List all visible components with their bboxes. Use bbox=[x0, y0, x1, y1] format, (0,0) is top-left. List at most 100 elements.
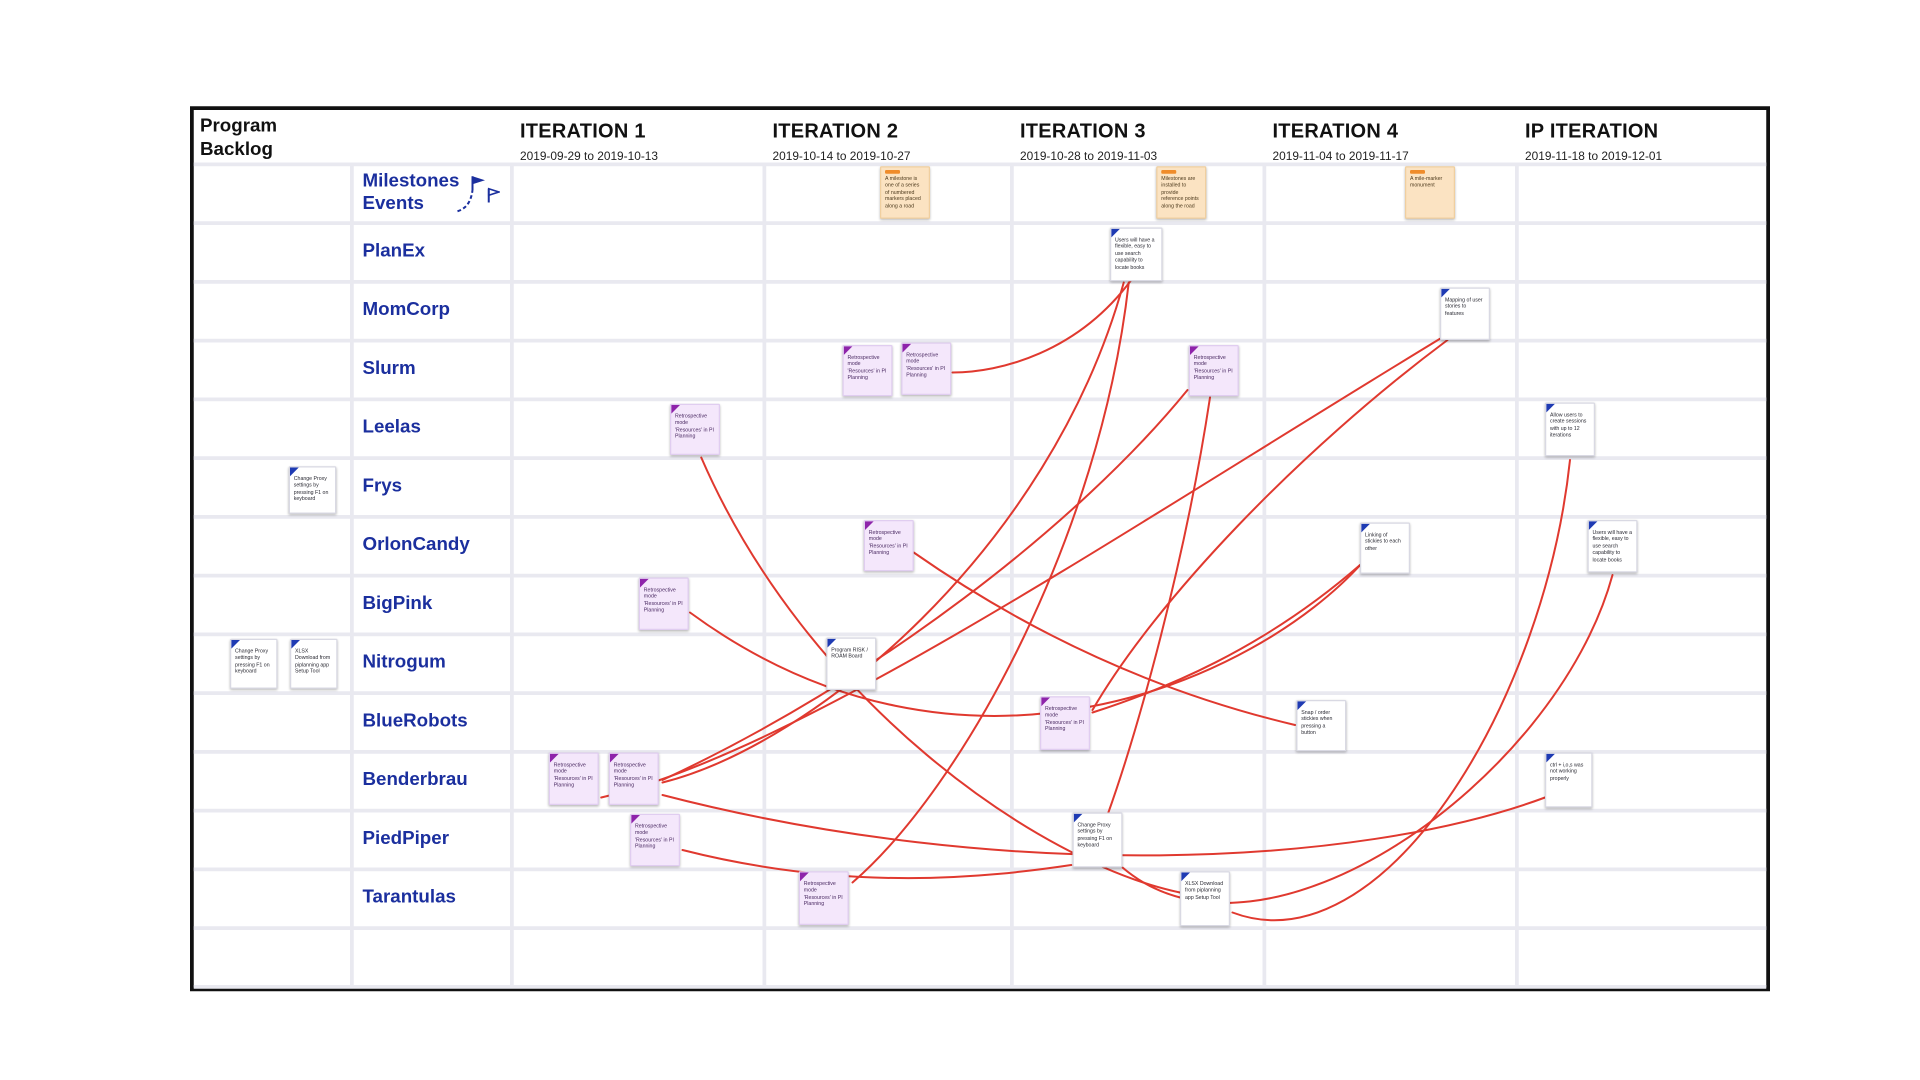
iteration-header: IP ITERATION 2019-11-18 to 2019-12-01 bbox=[1525, 121, 1662, 164]
iteration-title: ITERATION 2 bbox=[772, 121, 899, 143]
sticky-type-corner-icon bbox=[610, 753, 619, 763]
sticky-text: Retrospective mode 'Resources' in PI Pla… bbox=[643, 586, 683, 613]
sticky-text: Retrospective mode 'Resources' in PI Pla… bbox=[553, 761, 593, 788]
sticky-type-corner-icon bbox=[631, 815, 640, 824]
sticky-type-corner-icon bbox=[865, 521, 874, 530]
row-divider bbox=[193, 985, 1767, 989]
sticky-text: Retrospective mode 'Resources' in PI Pla… bbox=[1193, 353, 1233, 381]
iteration-title: ITERATION 1 bbox=[520, 121, 646, 143]
sticky-text: ctrl + i,o,s was not working properly bbox=[1550, 761, 1584, 782]
sticky-text: XLSX Download from piplanning app Setup … bbox=[1185, 880, 1224, 900]
story-sticky[interactable]: ctrl + i,o,s was not working properly bbox=[1545, 752, 1593, 808]
row-label-bluerobots: BlueRobots bbox=[362, 709, 468, 732]
story-sticky[interactable]: Program RISK / ROAM Board bbox=[826, 637, 877, 690]
sticky-type-corner-icon bbox=[1041, 697, 1050, 707]
sticky-type-corner-icon bbox=[290, 467, 299, 477]
row-label-frys: Frys bbox=[362, 474, 403, 497]
story-sticky[interactable]: Linking of stickies to each other bbox=[1360, 522, 1410, 574]
sticky-type-corner-icon bbox=[1181, 872, 1190, 882]
story-sticky[interactable]: Users will have a flexible, easy to use … bbox=[1587, 520, 1638, 573]
story-sticky[interactable]: XLSX Download from piplanning app Setup … bbox=[290, 638, 338, 689]
row-divider bbox=[193, 162, 1767, 167]
retro-sticky[interactable]: Retrospective mode 'Resources' in PI Pla… bbox=[630, 813, 680, 867]
sticky-text: Retrospective mode 'Resources' in PI Pla… bbox=[803, 880, 843, 907]
milestone-sticky[interactable]: A mile-marker monument bbox=[1405, 166, 1455, 219]
sticky-text: Retrospective mode 'Resources' in PI Pla… bbox=[675, 412, 714, 440]
column-divider bbox=[1515, 162, 1519, 988]
column-divider bbox=[1010, 162, 1014, 988]
iteration-header: ITERATION 3 2019-10-28 to 2019-11-03 bbox=[1020, 121, 1157, 164]
iteration-dates: 2019-11-18 to 2019-12-01 bbox=[1525, 150, 1663, 164]
story-sticky[interactable]: Change Proxy settings by pressing F1 on … bbox=[230, 638, 278, 689]
iteration-title: ITERATION 4 bbox=[1272, 121, 1399, 143]
sticky-text: Users will have a flexible, easy to use … bbox=[1115, 236, 1155, 270]
sticky-text: Linking of stickies to each other bbox=[1365, 531, 1401, 552]
story-sticky[interactable]: Users will have a flexible, easy to use … bbox=[1110, 227, 1163, 282]
milestone-sticky[interactable]: Milestones are installed to provide refe… bbox=[1156, 166, 1207, 219]
iteration-header: ITERATION 4 2019-11-04 to 2019-11-17 bbox=[1273, 121, 1409, 164]
iteration-dates: 2019-09-29 to 2019-10-13 bbox=[520, 150, 659, 164]
sticky-text: A mile-marker monument bbox=[1410, 175, 1443, 189]
story-sticky[interactable]: Snap / order stickies when pressing a bu… bbox=[1296, 700, 1347, 752]
row-label-empty bbox=[363, 926, 498, 985]
milestone-tag-icon bbox=[1410, 170, 1425, 174]
column-divider bbox=[1262, 162, 1267, 988]
sticky-text: Snap / order stickies when pressing a bu… bbox=[1301, 708, 1333, 736]
sticky-type-corner-icon bbox=[550, 753, 559, 763]
sticky-type-corner-icon bbox=[827, 638, 837, 648]
board-title: Program Backlog bbox=[200, 115, 278, 160]
iteration-header: ITERATION 1 2019-09-29 to 2019-10-13 bbox=[520, 121, 658, 164]
sticky-text: Allow users to create sessions with up t… bbox=[1550, 411, 1587, 438]
sticky-text: Program RISK / ROAM Board bbox=[831, 646, 868, 660]
story-sticky[interactable]: Change Proxy settings by pressing F1 on … bbox=[1072, 812, 1123, 868]
retro-sticky[interactable]: Retrospective mode 'Resources' in PI Pla… bbox=[608, 752, 659, 805]
retro-sticky[interactable]: Retrospective mode 'Resources' in PI Pla… bbox=[1040, 696, 1090, 750]
story-sticky[interactable]: Mapping of user stories to features bbox=[1440, 287, 1490, 340]
row-label-benderbrau: Benderbrau bbox=[362, 768, 468, 790]
sticky-text: Change Proxy settings by pressing F1 on … bbox=[293, 475, 329, 502]
sticky-type-corner-icon bbox=[1441, 288, 1450, 298]
iteration-dates: 2019-10-28 to 2019-11-03 bbox=[1020, 150, 1158, 164]
sticky-text: Retrospective mode 'Resources' in PI Pla… bbox=[613, 761, 653, 788]
sticky-text: Users will have a flexible, easy to use … bbox=[1592, 528, 1633, 563]
row-label-momcorp: MomCorp bbox=[362, 298, 451, 320]
sticky-text: Change Proxy settings by pressing F1 on … bbox=[1077, 821, 1113, 848]
row-label-milestones-events: Milestones Events bbox=[362, 170, 460, 214]
row-divider bbox=[193, 221, 1767, 225]
retro-sticky[interactable]: Retrospective mode 'Resources' in PI Pla… bbox=[548, 752, 599, 805]
sticky-text: Retrospective mode 'Resources' in PI Pla… bbox=[1045, 705, 1084, 732]
sticky-text: Change Proxy settings by pressing F1 on … bbox=[235, 647, 270, 675]
row-divider bbox=[193, 926, 1767, 930]
retro-sticky[interactable]: Retrospective mode 'Resources' in PI Pla… bbox=[1188, 345, 1239, 397]
column-divider bbox=[510, 162, 514, 988]
milestone-sticky[interactable]: A milestone is one of a series of number… bbox=[880, 166, 930, 219]
retro-sticky[interactable]: Retrospective mode 'Resources' in PI Pla… bbox=[670, 403, 720, 455]
sticky-type-corner-icon bbox=[1588, 521, 1598, 530]
row-label-bigpink: BigPink bbox=[362, 592, 433, 614]
sticky-type-corner-icon bbox=[291, 640, 300, 649]
retro-sticky[interactable]: Retrospective mode 'Resources' in PI Pla… bbox=[798, 871, 849, 925]
retro-sticky[interactable]: Retrospective mode 'Resources' in PI Pla… bbox=[638, 577, 689, 630]
sticky-type-corner-icon bbox=[671, 405, 680, 414]
story-sticky[interactable]: Change Proxy settings by pressing F1 on … bbox=[288, 466, 337, 514]
story-sticky[interactable]: XLSX Download from piplanning app Setup … bbox=[1180, 871, 1230, 927]
row-label-nitrogum: Nitrogum bbox=[362, 651, 446, 673]
sticky-type-corner-icon bbox=[231, 640, 240, 649]
sticky-type-corner-icon bbox=[640, 578, 649, 588]
iteration-title: IP ITERATION bbox=[1525, 121, 1659, 143]
story-sticky[interactable]: Allow users to create sessions with up t… bbox=[1545, 402, 1595, 457]
retro-sticky[interactable]: Retrospective mode 'Resources' in PI Pla… bbox=[842, 345, 893, 397]
sticky-text: Retrospective mode 'Resources' in PI Pla… bbox=[906, 351, 946, 378]
row-label-planex: PlanEx bbox=[362, 239, 426, 262]
retro-sticky[interactable]: Retrospective mode 'Resources' in PI Pla… bbox=[901, 342, 952, 395]
retro-sticky[interactable]: Retrospective mode 'Resources' in PI Pla… bbox=[863, 520, 914, 572]
column-divider bbox=[762, 162, 767, 988]
sticky-type-corner-icon bbox=[1111, 228, 1120, 238]
sticky-text: Retrospective mode 'Resources' in PI Pla… bbox=[847, 353, 887, 381]
sticky-type-corner-icon bbox=[902, 343, 912, 353]
sticky-text: XLSX Download from piplanning app Setup … bbox=[295, 647, 331, 675]
row-label-slurm: Slurm bbox=[362, 357, 416, 379]
milestone-flags-icon bbox=[453, 173, 502, 224]
sticky-type-corner-icon bbox=[1546, 403, 1555, 413]
